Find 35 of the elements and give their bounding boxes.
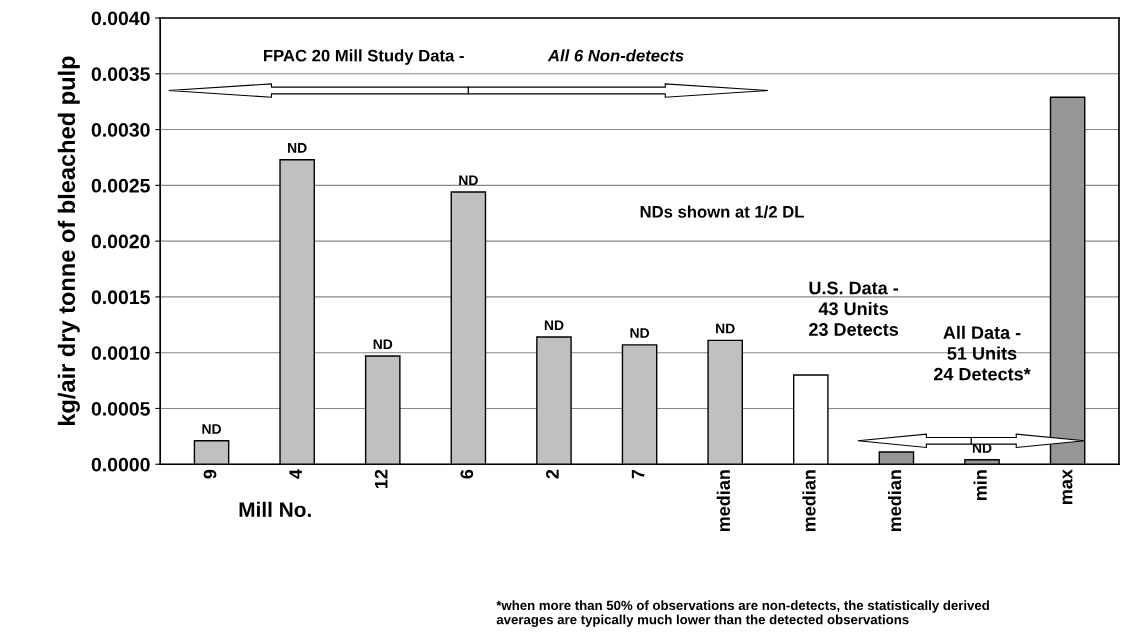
annotation: FPAC 20 Mill Study Data -: [264, 49, 464, 65]
x-tick-label: median: [802, 470, 816, 532]
annotation: U.S. Data - 43 Units 23 Detects: [809, 281, 899, 336]
x-tick-label: min: [973, 470, 987, 501]
data-label: ND: [716, 323, 735, 334]
data-label: ND: [202, 424, 221, 434]
y-tick-label: 0.0030: [91, 123, 150, 137]
y-tick-label: 0.0025: [91, 178, 150, 193]
y-tick-label: 0.0015: [91, 290, 150, 305]
y-tick-label: 0.0035: [91, 67, 150, 82]
x-tick-label: 9: [203, 469, 217, 479]
data-label: ND: [630, 328, 650, 338]
annotation: NDs shown at 1/2 DL: [640, 205, 804, 218]
x-tick-label: 7: [631, 469, 645, 479]
data-label: ND: [288, 143, 307, 153]
y-tick-label: 0.0020: [91, 234, 150, 249]
x-axis-title: Mill No.: [239, 501, 311, 518]
y-tick-label: 0.0010: [91, 346, 150, 360]
x-tick-label: 12: [374, 469, 388, 489]
y-axis-title: kg/air dry tonne of bleached pulp: [57, 56, 80, 426]
text: *when more than 50% of observations are non-detects, the statistically derived averages are typically much lower than the detected observations: [496, 600, 989, 627]
x-tick-label: median: [716, 470, 731, 532]
y-tick-label: 0.0040: [91, 11, 150, 26]
annotation: All Data - 51 Units 24 Detects*: [933, 325, 1031, 381]
x-tick-label: 4: [289, 469, 302, 479]
y-tick-label: 0.0000: [91, 457, 150, 472]
x-tick-label: 2: [546, 469, 559, 479]
x-tick-label: max: [1062, 469, 1073, 505]
annotation: All 6 Non-detects: [547, 49, 684, 62]
data-label: ND: [459, 175, 478, 185]
x-tick-label: median: [887, 470, 902, 532]
data-label: ND: [373, 339, 393, 349]
data-label: ND: [544, 320, 564, 331]
x-tick-label: 6: [460, 469, 474, 479]
y-tick-label: 0.0005: [91, 401, 150, 416]
